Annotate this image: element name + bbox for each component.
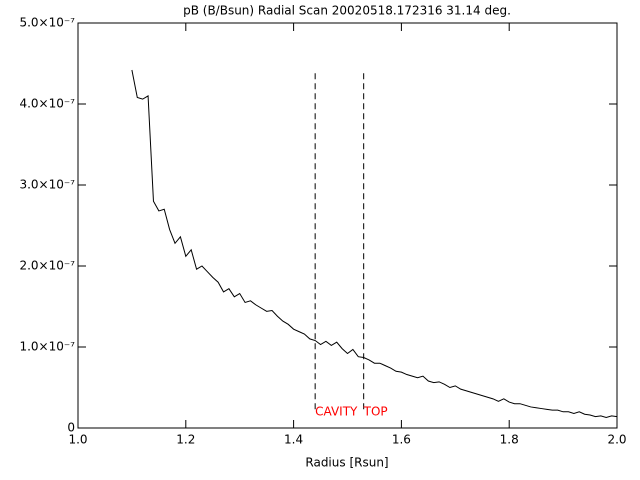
y-tick-label: 4.0×10⁻⁷ bbox=[19, 97, 75, 111]
chart-title: pB (B/Bsun) Radial Scan 20020518.172316 … bbox=[183, 4, 511, 18]
x-tick-label: 1.6 bbox=[392, 433, 411, 447]
x-tick-label: 1.2 bbox=[176, 433, 195, 447]
x-tick-label: 1.4 bbox=[284, 433, 303, 447]
plot-frame bbox=[77, 22, 618, 429]
x-axis-label: Radius [Rsun] bbox=[305, 456, 388, 470]
x-tick-label: 2.0 bbox=[607, 433, 626, 447]
x-tick-label: 1.8 bbox=[500, 433, 519, 447]
y-tick-label: 5.0×10⁻⁷ bbox=[19, 16, 75, 30]
marker-label: TOP bbox=[363, 405, 388, 419]
y-tick-label: 1.0×10⁻⁷ bbox=[19, 340, 75, 354]
y-tick-label: 2.0×10⁻⁷ bbox=[19, 259, 75, 273]
data-line bbox=[131, 69, 618, 418]
x-tick-label: 1.0 bbox=[68, 433, 87, 447]
y-tick-label: 0 bbox=[67, 421, 75, 435]
marker-label: CAVITY bbox=[315, 405, 358, 419]
y-tick-label: 3.0×10⁻⁷ bbox=[19, 178, 75, 192]
